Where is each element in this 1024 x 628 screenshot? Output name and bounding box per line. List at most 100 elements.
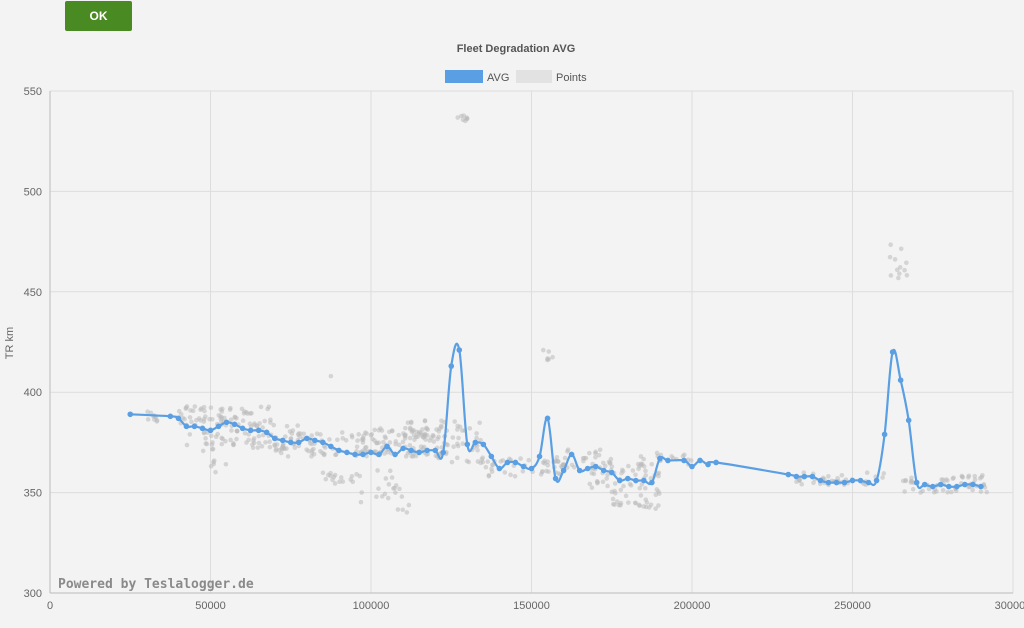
scatter-point — [908, 478, 914, 484]
scatter-point — [656, 473, 661, 479]
avg-point — [873, 477, 880, 484]
scatter-point — [245, 411, 250, 416]
scatter-point — [641, 456, 646, 462]
avg-point — [657, 455, 663, 462]
scatter-point — [623, 493, 629, 499]
scatter-point — [203, 441, 209, 446]
avg-point — [231, 421, 238, 428]
scatter-point — [231, 442, 236, 448]
scatter-point — [259, 444, 265, 449]
avg-point — [641, 477, 647, 484]
scatter-point — [656, 489, 661, 494]
scatter-point — [435, 436, 440, 442]
scatter-point — [581, 458, 586, 464]
scatter-point — [644, 500, 650, 505]
scatter-point — [887, 254, 893, 260]
scatter-point — [591, 471, 597, 477]
scatter-point — [864, 470, 870, 476]
scatter-point — [526, 457, 532, 463]
avg-point — [833, 479, 840, 486]
scatter-point — [218, 416, 224, 422]
scatter-point — [396, 442, 402, 448]
scatter-point — [403, 425, 408, 431]
scatter-point — [593, 454, 598, 460]
avg-point — [255, 427, 262, 434]
scatter-point — [587, 450, 592, 456]
scatter-point — [263, 440, 268, 445]
x-tick-label: 300000 — [995, 600, 1024, 612]
ok-button[interactable]: OK — [65, 1, 132, 31]
scatter-point — [945, 489, 950, 495]
avg-point — [865, 479, 872, 486]
scatter-point — [455, 115, 460, 120]
scatter-point — [641, 504, 647, 509]
scatter-point — [376, 486, 381, 491]
legend-points-swatch[interactable] — [516, 70, 552, 83]
scatter-point — [359, 490, 365, 495]
scatter-point — [349, 434, 355, 440]
scatter-point — [404, 510, 410, 515]
scatter-point — [271, 422, 277, 428]
scatter-point — [434, 427, 439, 432]
avg-point — [801, 473, 808, 480]
legend-points-label[interactable]: Points — [556, 72, 587, 84]
scatter-point — [328, 473, 333, 479]
scatter-point — [188, 408, 193, 413]
scatter-point — [888, 273, 894, 278]
scatter-point — [301, 431, 307, 437]
scatter-point — [562, 455, 568, 461]
avg-point — [689, 463, 695, 470]
avg-point — [328, 443, 334, 450]
avg-point — [889, 349, 896, 355]
scatter-point — [486, 472, 492, 478]
scatter-point — [393, 490, 398, 495]
scatter-point — [268, 417, 273, 423]
avg-point — [175, 415, 182, 422]
scatter-point — [643, 473, 649, 478]
scatter-point — [455, 455, 460, 461]
legend-avg-swatch[interactable] — [445, 70, 483, 83]
scatter-point — [542, 458, 547, 464]
avg-point — [681, 457, 687, 464]
scatter-point — [940, 487, 946, 493]
scatter-point — [619, 470, 624, 476]
scatter-point — [213, 469, 218, 475]
legend-avg-label[interactable]: AVG — [487, 72, 509, 84]
scatter-point — [295, 423, 301, 428]
scatter-point — [192, 404, 198, 409]
scatter-point — [228, 417, 234, 423]
scatter-point — [239, 406, 245, 412]
scatter-point — [208, 463, 214, 469]
scatter-point — [395, 507, 401, 512]
avg-point — [793, 473, 800, 480]
scatter-point — [387, 440, 393, 445]
scatter-point — [897, 265, 903, 270]
scatter-point — [626, 500, 631, 505]
scatter-point — [410, 454, 416, 459]
scatter-point — [628, 483, 634, 488]
scatter-point — [363, 445, 368, 451]
scatter-point — [292, 445, 298, 451]
scatter-point — [309, 433, 314, 438]
avg-point — [488, 453, 495, 460]
avg-point — [271, 435, 278, 442]
scatter-point — [242, 430, 248, 436]
scatter-point — [949, 489, 954, 495]
avg-point — [183, 423, 190, 430]
scatter-point — [265, 406, 270, 412]
scatter-point — [386, 482, 392, 487]
scatter-point — [904, 272, 910, 278]
scatter-point — [636, 466, 641, 472]
avg-point — [239, 425, 246, 432]
scatter-point — [355, 438, 360, 443]
scatter-point — [431, 439, 437, 444]
scatter-point — [187, 415, 193, 420]
avg-point — [970, 481, 976, 488]
avg-point — [368, 449, 374, 456]
scatter-point — [387, 468, 393, 474]
avg-point — [376, 451, 382, 458]
scatter-point — [439, 424, 444, 430]
avg-point — [785, 471, 792, 478]
scatter-point — [189, 419, 194, 425]
